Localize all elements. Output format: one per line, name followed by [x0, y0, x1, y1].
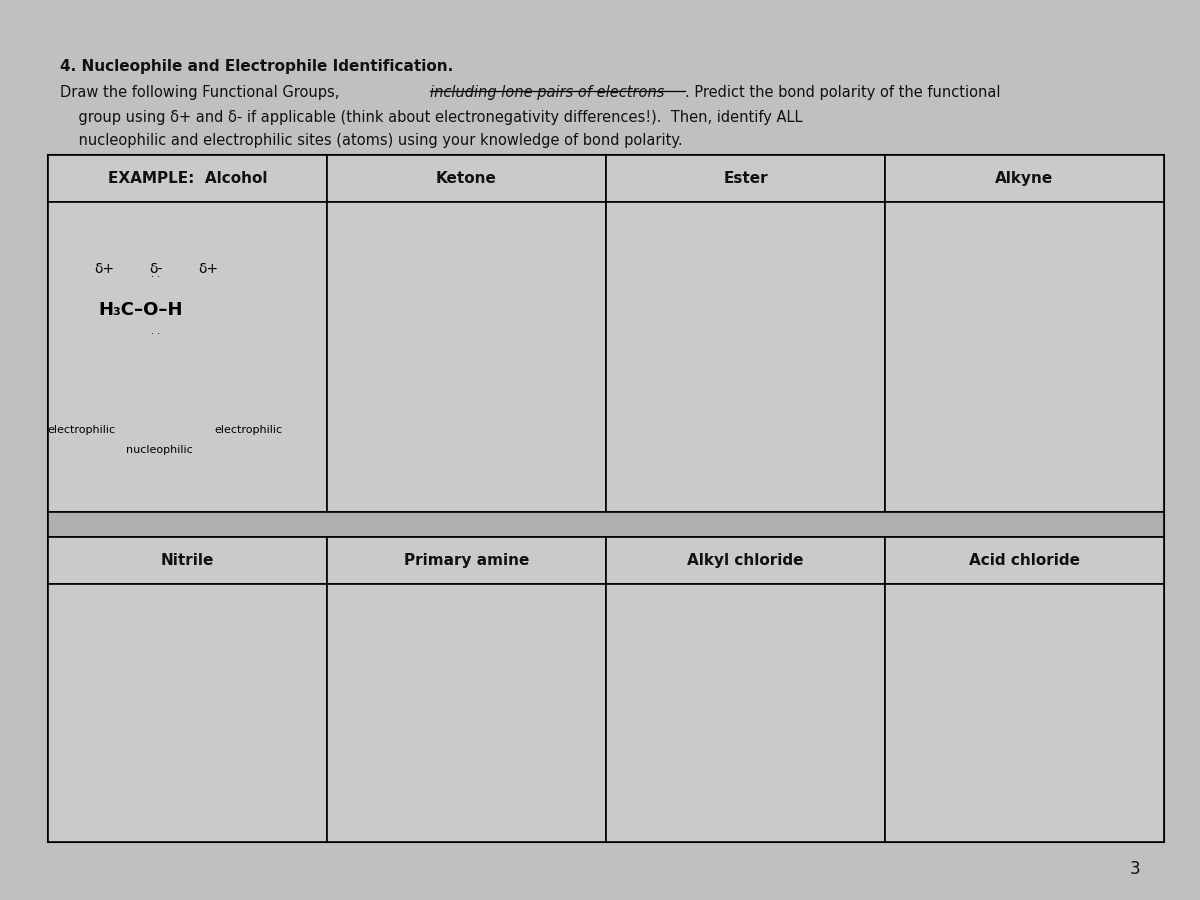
Text: Acid chloride: Acid chloride: [970, 554, 1080, 568]
Text: Alkyl chloride: Alkyl chloride: [688, 554, 804, 568]
Text: δ+: δ+: [198, 262, 218, 276]
Text: nucleophilic and electrophilic sites (atoms) using your knowledge of bond polari: nucleophilic and electrophilic sites (at…: [60, 133, 683, 148]
Text: Alkyne: Alkyne: [995, 171, 1054, 185]
Text: δ-: δ-: [149, 262, 162, 276]
Text: nucleophilic: nucleophilic: [126, 445, 193, 455]
Text: Primary amine: Primary amine: [404, 554, 529, 568]
Text: 4. Nucleophile and Electrophile Identification.: 4. Nucleophile and Electrophile Identifi…: [60, 58, 454, 74]
Text: . Predict the bond polarity of the functional: . Predict the bond polarity of the funct…: [685, 86, 1001, 101]
Text: group using δ+ and δ- if applicable (think about electronegativity differences!): group using δ+ and δ- if applicable (thi…: [60, 110, 803, 125]
Text: δ+: δ+: [94, 262, 114, 276]
Text: H₃C–O–H: H₃C–O–H: [98, 302, 182, 319]
Text: Ester: Ester: [724, 171, 768, 185]
Text: . .: . .: [151, 327, 161, 337]
Text: Draw the following Functional Groups,: Draw the following Functional Groups,: [60, 86, 344, 101]
Text: Ketone: Ketone: [436, 171, 497, 185]
Text: electrophilic: electrophilic: [215, 425, 283, 436]
Text: electrophilic: electrophilic: [48, 425, 115, 436]
Text: Nitrile: Nitrile: [161, 554, 214, 568]
Text: . .: . .: [151, 269, 161, 279]
Text: EXAMPLE:  Alcohol: EXAMPLE: Alcohol: [108, 171, 268, 185]
Text: including lone pairs of electrons: including lone pairs of electrons: [430, 86, 664, 101]
Text: 3: 3: [1129, 860, 1140, 878]
